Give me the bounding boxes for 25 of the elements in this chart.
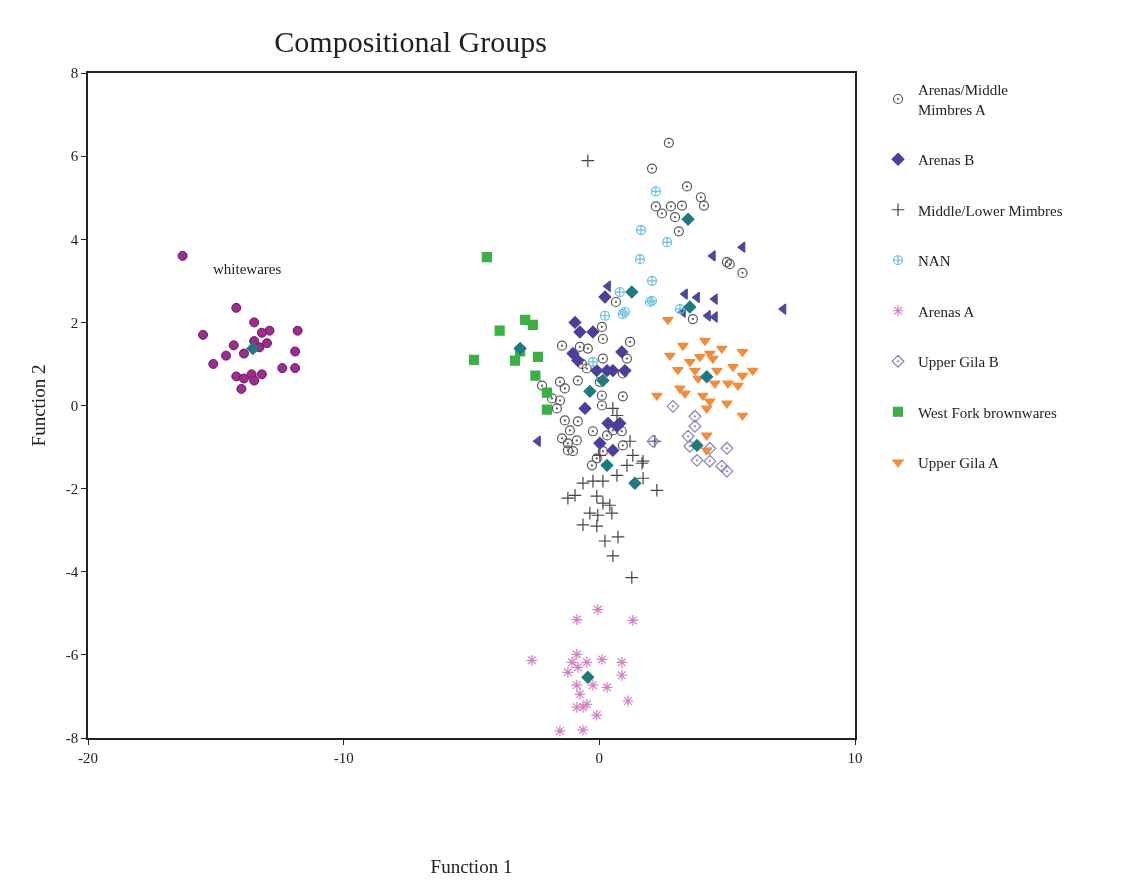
legend-label: Upper Gila A xyxy=(918,455,999,472)
x-tick-label: 10 xyxy=(847,749,863,766)
legend-label: Arenas/Middle Mimbres A xyxy=(918,82,1009,118)
x-tick-label: -10 xyxy=(333,749,354,766)
y-tick-label: -8 xyxy=(65,730,79,747)
legend-label: Upper Gila B xyxy=(918,354,999,371)
y-tick-label: -2 xyxy=(65,480,79,497)
y-axis-title: Function 2 xyxy=(28,364,50,447)
y-tick-label: 6 xyxy=(70,148,79,165)
x-tick-label: -20 xyxy=(78,749,98,766)
y-tick-label: 4 xyxy=(70,231,79,248)
legend-label: Middle/Lower Mimbres xyxy=(918,202,1063,219)
chart-title: Compositional Groups xyxy=(274,25,547,59)
x-axis-title: Function 1 xyxy=(430,856,513,878)
y-tick-label: 2 xyxy=(70,314,79,331)
y-tick-label: -4 xyxy=(65,564,79,580)
x-tick-label: 0 xyxy=(595,749,604,766)
y-tick-label: 0 xyxy=(70,397,79,414)
y-tick-label: -6 xyxy=(65,647,79,664)
legend-label: Arenas A xyxy=(918,303,975,320)
legend-label: NAN xyxy=(918,253,951,270)
legend-label: West Fork brownwares xyxy=(918,404,1057,421)
y-tick-label: 8 xyxy=(70,65,79,82)
annotation: whitewares xyxy=(213,261,282,277)
legend-label: Arenas B xyxy=(918,152,975,169)
